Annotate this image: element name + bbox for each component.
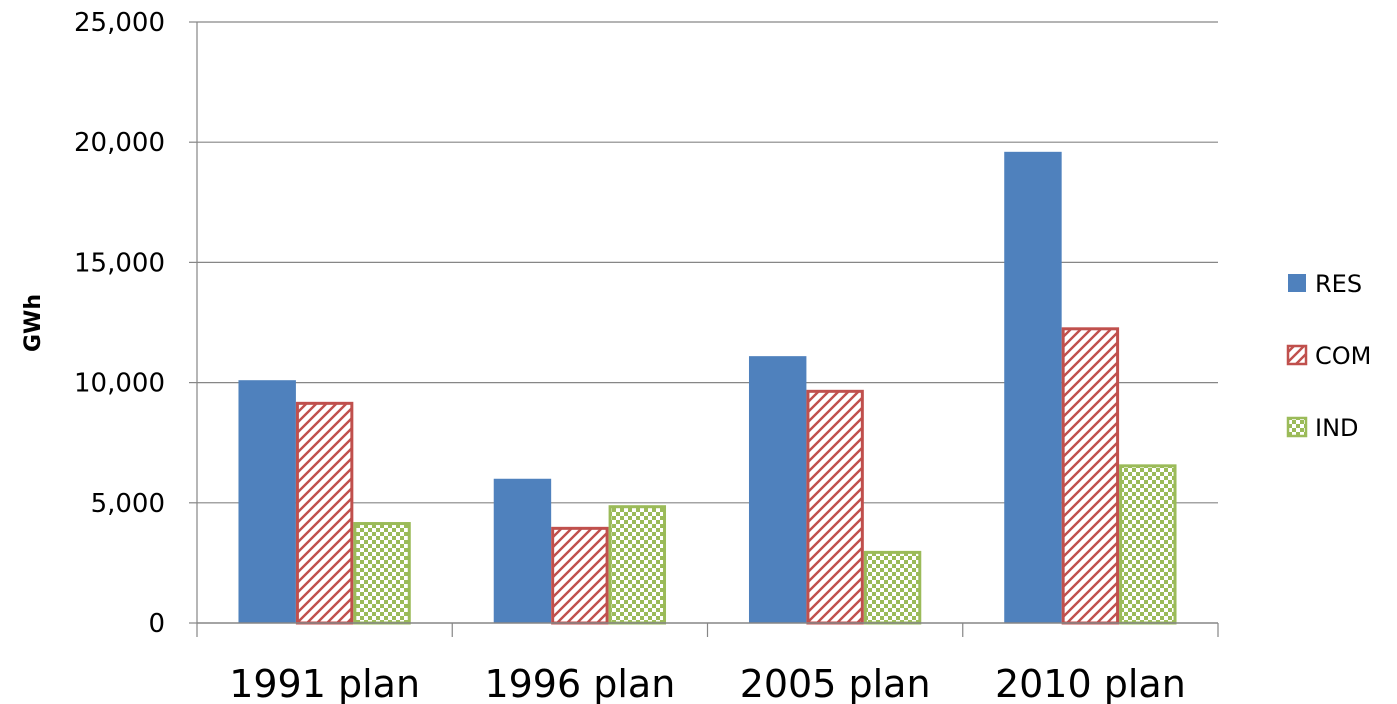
bar-ind [608,505,667,625]
legend: RES COM IND [1286,270,1371,442]
legend-swatch-res [1288,274,1306,292]
legend-label: RES [1315,270,1362,298]
y-tick-label: 0 [148,609,165,639]
y-tick-label: 15,000 [74,248,165,278]
legend-label: IND [1315,414,1359,442]
x-category-label: 2005 plan [740,662,931,704]
bar-ind [863,550,922,625]
y-tick-label: 5,000 [91,489,165,519]
y-tick-label: 20,000 [74,128,165,158]
y-tick-label: 25,000 [74,8,165,38]
y-axis-tick-labels: 0 5,000 10,000 15,000 20,000 25,000 [74,8,165,639]
x-axis [189,21,1219,637]
bar-res [748,356,807,623]
bar-com [295,401,354,625]
legend-swatch-ind [1286,416,1308,438]
x-category-label: 2010 plan [995,662,1186,704]
x-axis-category-labels: 1991 plan 1996 plan 2005 plan 2010 plan [229,662,1186,704]
x-category-label: 1991 plan [229,662,420,704]
legend-label: COM [1315,342,1371,370]
bar-ind [353,522,411,625]
y-tick-label: 10,000 [74,369,165,399]
bar-com [1061,327,1120,625]
bars [238,151,1177,625]
bar-ind [1119,464,1177,625]
bar-com [806,389,864,625]
legend-swatch-com [1286,344,1308,366]
x-category-label: 1996 plan [484,662,675,704]
bar-res [493,478,552,623]
bar-com [551,526,609,625]
y-axis-title: GWh [21,294,46,352]
bar-res [238,380,296,623]
bar-res [1004,151,1062,624]
